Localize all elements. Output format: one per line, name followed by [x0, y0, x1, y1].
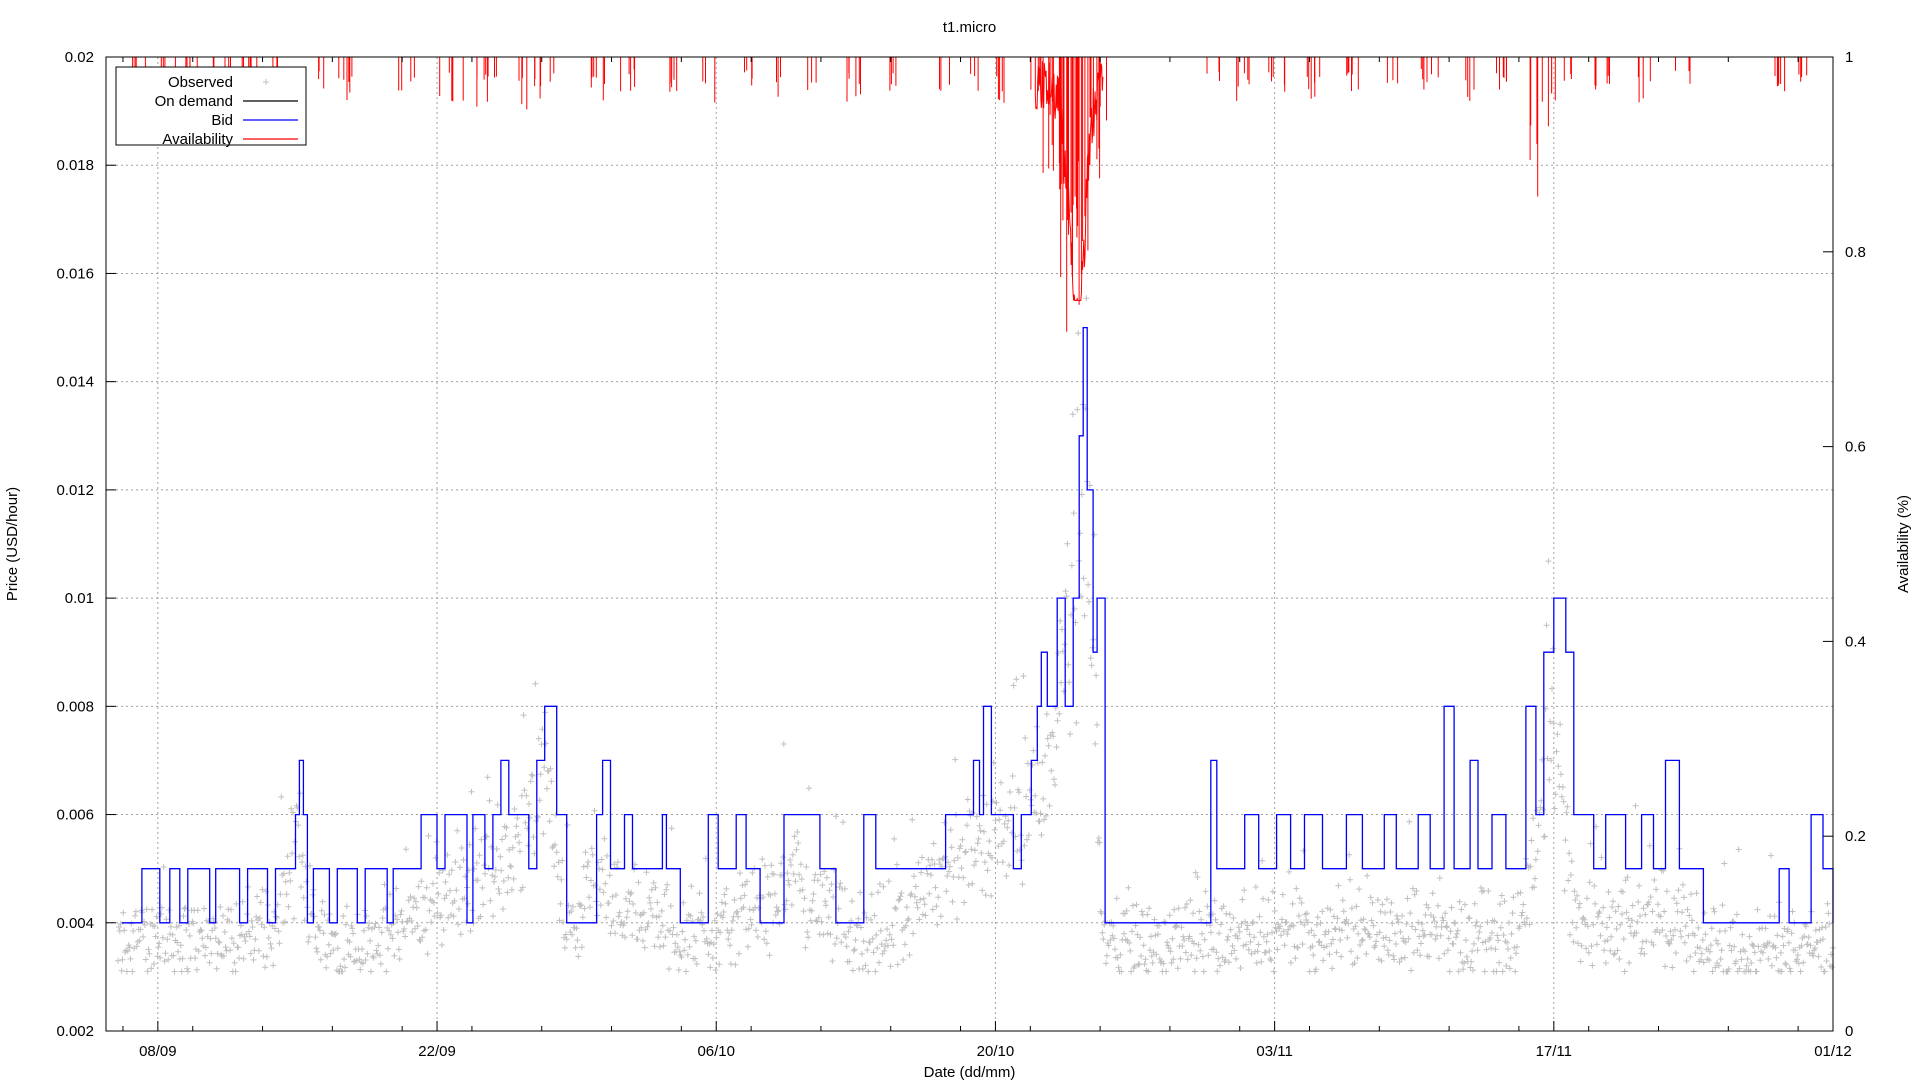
- y-axis-title: Price (USD/hour): [4, 487, 21, 601]
- y2-tick-label: 0.8: [1845, 244, 1866, 261]
- legend-label: Availability: [162, 131, 233, 148]
- x-tick-label: 03/11: [1256, 1043, 1292, 1060]
- y-tick-label: 0.004: [56, 915, 94, 932]
- x-tick-label: 06/10: [697, 1043, 735, 1060]
- x-tick-label: 20/10: [977, 1043, 1015, 1060]
- bid-series: [122, 326, 1834, 924]
- y2-tick-label: 1: [1845, 49, 1853, 66]
- plot-frame: [105, 56, 1834, 1032]
- y2-tick-label: 0.6: [1845, 439, 1866, 456]
- observed-series: [115, 295, 1836, 975]
- legend-box: [115, 66, 307, 146]
- legend-label: Bid: [211, 112, 233, 129]
- x-tick-label: 17/11: [1536, 1043, 1572, 1060]
- ticks-layer: 0.002 0.004 0.006 0.008 0.01 0.012 0.014 0.016 0…: [56, 49, 1865, 1060]
- y-tick-label: 0.014: [56, 374, 94, 391]
- availability-series: [132, 57, 1808, 332]
- legend-swatch-observed: [263, 79, 269, 85]
- y2-tick-label: 0: [1845, 1023, 1853, 1040]
- y-tick-label: 0.006: [56, 807, 94, 824]
- availability-dip: [1034, 57, 1104, 301]
- y-tick-label: 0.016: [56, 265, 94, 282]
- x-tick-label: 22/09: [418, 1043, 456, 1060]
- chart-title: t1.micro: [943, 19, 996, 36]
- observed-marks: [115, 295, 1836, 975]
- y-tick-label: 0.012: [56, 482, 94, 499]
- legend-label: On demand: [155, 93, 233, 110]
- x-tick-label: 08/09: [139, 1043, 177, 1060]
- y-tick-label: 0.008: [56, 698, 94, 715]
- y2-tick-label: 0.2: [1845, 828, 1866, 845]
- y2-tick-label: 0.4: [1845, 633, 1866, 650]
- x-tick-label: 01/12: [1814, 1043, 1852, 1060]
- y-tick-label: 0.02: [65, 49, 94, 66]
- y-tick-label: 0.018: [56, 157, 94, 174]
- bid-line: [122, 326, 1834, 924]
- legend: Observed On demand Bid Availability: [115, 66, 307, 148]
- x-axis-title: Date (dd/mm): [924, 1064, 1016, 1080]
- y-tick-label: 0.01: [65, 590, 94, 607]
- y2-axis-title: Availability (%): [1895, 495, 1912, 593]
- availability-line: [132, 57, 1808, 332]
- y-tick-label: 0.002: [56, 1023, 94, 1040]
- legend-label: Observed: [168, 74, 233, 91]
